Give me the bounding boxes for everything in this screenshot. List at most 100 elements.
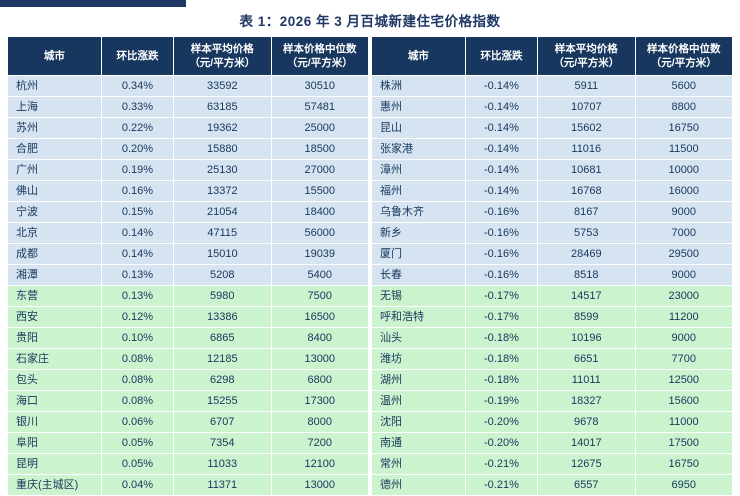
change-cell: 0.33% [100, 96, 175, 119]
median-cell: 16500 [270, 306, 370, 329]
avg-cell: 15255 [173, 390, 272, 413]
median-cell: 8000 [270, 411, 370, 434]
avg-cell: 11033 [173, 453, 272, 476]
table-row: 湘潭 0.13% 5208 5400 [7, 264, 370, 287]
city-cell: 佛山 [7, 180, 102, 203]
median-cell: 6800 [270, 369, 370, 392]
change-cell: 0.08% [100, 390, 175, 413]
change-cell: -0.14% [464, 138, 539, 161]
change-cell: 0.08% [100, 348, 175, 371]
avg-cell: 33592 [173, 75, 272, 98]
change-cell: -0.20% [464, 432, 539, 455]
table-row: 海口 0.08% 15255 17300 [7, 390, 370, 413]
table-row: 湖州 -0.18% 11011 12500 [371, 369, 734, 392]
table-row: 乌鲁木齐 -0.16% 8167 9000 [371, 201, 734, 224]
change-cell: -0.16% [464, 243, 539, 266]
median-cell: 19039 [270, 243, 370, 266]
city-cell: 东营 [7, 285, 102, 308]
city-cell: 湖州 [371, 369, 466, 392]
avg-cell: 15602 [537, 117, 636, 140]
change-cell: -0.18% [464, 348, 539, 371]
city-cell: 银川 [7, 411, 102, 434]
median-cell: 27000 [270, 159, 370, 182]
median-cell: 29500 [634, 243, 734, 266]
change-cell: -0.18% [464, 327, 539, 350]
change-cell: 0.34% [100, 75, 175, 98]
avg-cell: 14517 [537, 285, 636, 308]
city-cell: 厦门 [371, 243, 466, 266]
table-row: 广州 0.19% 25130 27000 [7, 159, 370, 182]
avg-cell: 10707 [537, 96, 636, 119]
col-header-median-price: 样本价格中位数 （元/平方米） [634, 35, 734, 77]
median-cell: 9000 [634, 264, 734, 287]
falling-table-body: 株洲 -0.14% 5911 5600 惠州 -0.14% 10707 8800 昆山 -0.14… [371, 75, 734, 496]
avg-cell: 5753 [537, 222, 636, 245]
table-row: 合肥 0.20% 15880 18500 [7, 138, 370, 161]
col-header-median-price: 样本价格中位数 （元/平方米） [270, 35, 370, 77]
rising-table-body: 杭州 0.34% 33592 30510 上海 0.33% 63185 57481 苏州 0.22… [7, 75, 370, 496]
city-cell: 潍坊 [371, 348, 466, 371]
city-cell: 沈阳 [371, 411, 466, 434]
median-cell: 11000 [634, 411, 734, 434]
avg-cell: 9678 [537, 411, 636, 434]
table-row: 银川 0.06% 6707 8000 [7, 411, 370, 434]
table-row: 阜阳 0.05% 7354 7200 [7, 432, 370, 455]
change-cell: -0.16% [464, 201, 539, 224]
median-cell: 15600 [634, 390, 734, 413]
city-cell: 昆山 [371, 117, 466, 140]
table-row: 无锡 -0.17% 14517 23000 [371, 285, 734, 308]
top-accent-bar [0, 0, 186, 7]
avg-cell: 8167 [537, 201, 636, 224]
median-cell: 13000 [270, 348, 370, 371]
table-row: 温州 -0.19% 18327 15600 [371, 390, 734, 413]
median-cell: 57481 [270, 96, 370, 119]
table-row: 成都 0.14% 15010 19039 [7, 243, 370, 266]
change-cell: -0.14% [464, 117, 539, 140]
city-cell: 南通 [371, 432, 466, 455]
avg-cell: 19362 [173, 117, 272, 140]
city-cell: 乌鲁木齐 [371, 201, 466, 224]
change-cell: 0.14% [100, 222, 175, 245]
change-cell: 0.05% [100, 453, 175, 476]
table-row: 包头 0.08% 6298 6800 [7, 369, 370, 392]
median-cell: 23000 [634, 285, 734, 308]
header-row: 城市 环比涨跌 样本平均价格 （元/平方米） 样本价格中位数 （元/平方米） [7, 35, 370, 77]
table-row: 德州 -0.21% 6557 6950 [371, 474, 734, 496]
city-cell: 重庆(主城区) [7, 474, 102, 496]
median-cell: 18500 [270, 138, 370, 161]
city-cell: 北京 [7, 222, 102, 245]
change-cell: -0.14% [464, 159, 539, 182]
city-cell: 广州 [7, 159, 102, 182]
table-row: 石家庄 0.08% 12185 13000 [7, 348, 370, 371]
city-cell: 宁波 [7, 201, 102, 224]
city-cell: 海口 [7, 390, 102, 413]
table-row: 张家港 -0.14% 11016 11500 [371, 138, 734, 161]
avg-cell: 6707 [173, 411, 272, 434]
table-row: 惠州 -0.14% 10707 8800 [371, 96, 734, 119]
city-cell: 西安 [7, 306, 102, 329]
median-cell: 8800 [634, 96, 734, 119]
table-row: 福州 -0.14% 16768 16000 [371, 180, 734, 203]
city-cell: 长春 [371, 264, 466, 287]
median-cell: 18400 [270, 201, 370, 224]
avg-cell: 16768 [537, 180, 636, 203]
avg-cell: 15010 [173, 243, 272, 266]
avg-cell: 5911 [537, 75, 636, 98]
change-cell: -0.14% [464, 75, 539, 98]
change-cell: 0.04% [100, 474, 175, 496]
change-cell: -0.21% [464, 474, 539, 496]
table-row: 宁波 0.15% 21054 18400 [7, 201, 370, 224]
city-cell: 温州 [371, 390, 466, 413]
median-cell: 12500 [634, 369, 734, 392]
change-cell: 0.13% [100, 285, 175, 308]
table-row: 长春 -0.16% 8518 9000 [371, 264, 734, 287]
median-cell: 15500 [270, 180, 370, 203]
median-cell: 13000 [270, 474, 370, 496]
median-cell: 11200 [634, 306, 734, 329]
col-header-city: 城市 [371, 35, 466, 77]
median-cell: 10000 [634, 159, 734, 182]
city-cell: 昆明 [7, 453, 102, 476]
city-cell: 惠州 [371, 96, 466, 119]
avg-cell: 11371 [173, 474, 272, 496]
table-row: 贵阳 0.10% 6865 8400 [7, 327, 370, 350]
